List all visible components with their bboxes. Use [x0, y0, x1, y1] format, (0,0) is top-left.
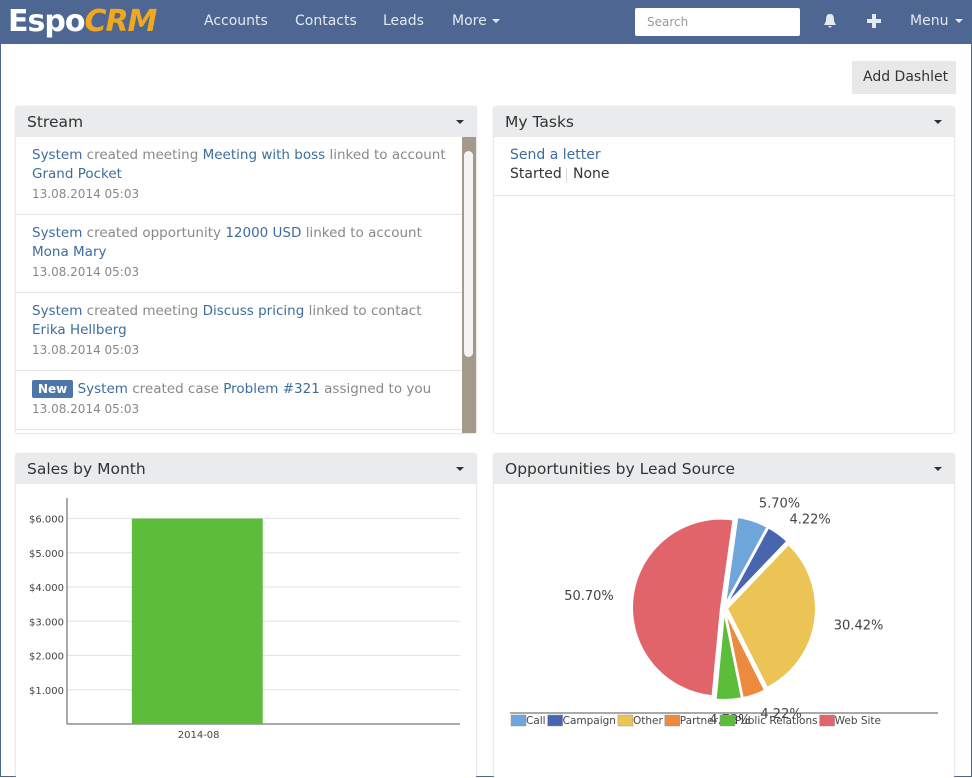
- separator: [16, 214, 462, 215]
- text: linked to account: [329, 147, 446, 163]
- separator: [16, 370, 462, 371]
- text: created meeting: [86, 147, 199, 163]
- link[interactable]: Mona Mary: [32, 244, 107, 260]
- text: assigned to you: [324, 381, 432, 397]
- stream-line: System created meeting Meeting with boss…: [32, 147, 446, 163]
- separator: [16, 292, 462, 293]
- link[interactable]: System: [32, 303, 83, 319]
- date: 13.08.2014 05:03: [32, 343, 140, 357]
- link[interactable]: Erika Hellberg: [32, 322, 127, 338]
- stream-line: System created meeting Discuss pricing l…: [32, 303, 422, 319]
- panel-title: Opportunities by Lead Source: [505, 460, 736, 478]
- nav-item[interactable]: Leads: [383, 13, 424, 29]
- link[interactable]: Discuss pricing: [202, 303, 305, 319]
- caret[interactable]: [456, 120, 464, 124]
- link[interactable]: System: [77, 381, 128, 397]
- tasks-dashlet: My Tasks Send a letter Started None: [494, 107, 954, 433]
- menu[interactable]: Menu: [910, 13, 949, 29]
- date: 13.08.2014 05:03: [32, 187, 140, 201]
- logo[interactable]: EspoCRM: [8, 4, 157, 39]
- text: created case: [132, 381, 219, 397]
- sales-dashlet: Sales by Month: [16, 454, 476, 778]
- stream-line: System created opportunity 12000 USD lin…: [32, 225, 422, 241]
- separator: [494, 195, 954, 196]
- date: 13.08.2014 05:03: [32, 402, 140, 416]
- scroll-thumb[interactable]: [464, 151, 473, 357]
- menu-caret: [955, 19, 963, 23]
- notifications-icon[interactable]: [823, 13, 837, 29]
- lead-source-dashlet: Opportunities by Lead Source: [494, 454, 954, 778]
- add-dashlet-button[interactable]: Add Dashlet: [852, 61, 956, 94]
- task-status: Started: [510, 166, 562, 182]
- link[interactable]: Grand Pocket: [32, 166, 122, 182]
- logo-first: Espo: [8, 4, 85, 39]
- panel-header: My Tasks: [494, 107, 954, 137]
- stream-line: New System created case Problem #321 ass…: [32, 380, 431, 398]
- stream-dashlet: Stream System created meeting Meeting wi…: [16, 107, 476, 433]
- logo-second: CRM: [84, 4, 157, 39]
- nav-item[interactable]: Contacts: [295, 13, 357, 29]
- caret[interactable]: [934, 120, 942, 124]
- text: created meeting: [86, 303, 199, 319]
- search-placeholder: Search: [647, 15, 689, 29]
- button-label: Add Dashlet: [863, 69, 949, 85]
- more-caret: [492, 19, 500, 23]
- caret[interactable]: [456, 467, 464, 471]
- panel-title: Stream: [27, 113, 84, 131]
- panel-header: Sales by Month: [16, 454, 476, 484]
- date: 13.08.2014 05:03: [32, 265, 140, 279]
- divider: [566, 168, 567, 183]
- panel-title: Sales by Month: [27, 460, 146, 478]
- link[interactable]: Problem #321: [223, 381, 320, 397]
- scrollbar[interactable]: [462, 137, 476, 433]
- text: created opportunity: [86, 225, 222, 241]
- create-icon[interactable]: [867, 14, 881, 28]
- search-box[interactable]: Search: [635, 8, 800, 36]
- text: linked to contact: [308, 303, 422, 319]
- link[interactable]: Meeting with boss: [202, 147, 326, 163]
- link[interactable]: 12000 USD: [225, 225, 302, 241]
- task-priority: None: [573, 166, 610, 182]
- panel-header: Opportunities by Lead Source: [494, 454, 954, 484]
- nav-item[interactable]: Accounts: [204, 13, 268, 29]
- panel-header: Stream: [16, 107, 476, 137]
- badge: New: [32, 380, 74, 398]
- caret[interactable]: [934, 467, 942, 471]
- navbar: EspoCRM Accounts Contacts Leads More Sea…: [0, 0, 972, 44]
- separator: [16, 429, 462, 430]
- task-link[interactable]: Send a letter: [510, 147, 601, 163]
- panel-title: My Tasks: [505, 113, 575, 131]
- link[interactable]: System: [32, 147, 83, 163]
- text: linked to account: [305, 225, 422, 241]
- nav-item[interactable]: More: [452, 13, 487, 29]
- link[interactable]: System: [32, 225, 83, 241]
